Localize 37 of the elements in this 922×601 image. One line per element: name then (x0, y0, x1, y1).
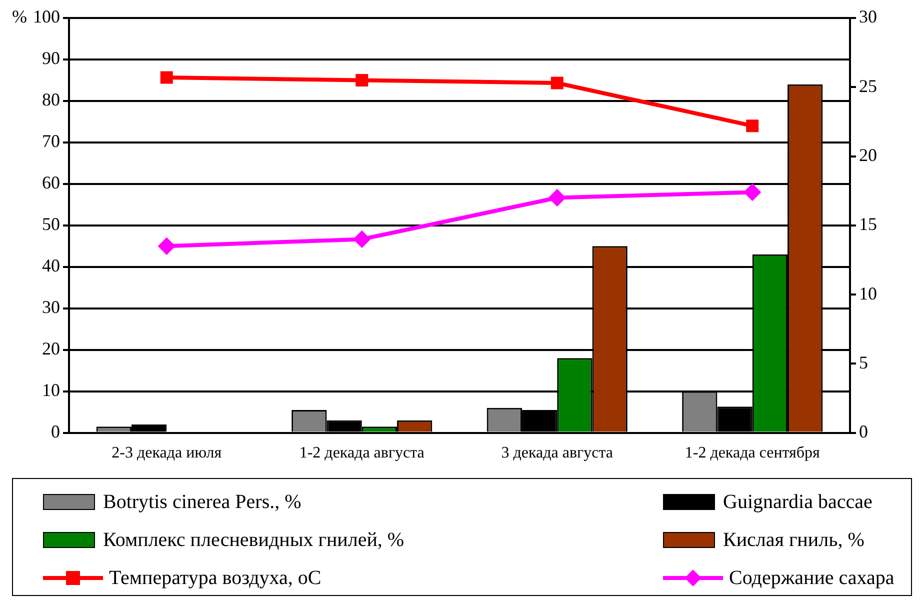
legend-label: Содержание сахара (729, 566, 894, 590)
y2-tick-label: 10 (859, 283, 877, 304)
y2-tick-label: 0 (859, 422, 868, 442)
y2-tick-label: 20 (859, 145, 877, 165)
legend-label: Guignardia baccae (723, 490, 872, 514)
x-tick-label: 1-2 декада августа (299, 444, 424, 462)
y-axis-title: % (12, 6, 27, 27)
y-tick-label: 100 (33, 6, 60, 27)
point (354, 231, 370, 248)
y-tick-label: 20 (42, 338, 60, 359)
y-tick-label: 60 (42, 172, 60, 193)
y2-tick-label: 5 (859, 352, 868, 372)
y-tick-label: 0 (51, 422, 60, 442)
y-tick-label: 50 (42, 214, 60, 234)
legend-label: Кислая гниль, % (723, 528, 864, 552)
point (550, 76, 564, 90)
legend-label: Комплекс плесневидных гнилей, % (103, 528, 404, 552)
point (746, 120, 759, 132)
legend-label: Botrytis cinerea Pers., % (103, 490, 302, 514)
y2-tick-label: 30 (859, 6, 877, 27)
point (158, 238, 175, 254)
x-tick-label: 2-3 декада июля (112, 444, 222, 462)
y2-tick-label: 15 (859, 214, 877, 234)
y-tick-label: 40 (42, 256, 60, 276)
y-tick-label: 10 (42, 380, 60, 400)
point (160, 71, 173, 84)
y2-tick-label: 25 (859, 76, 877, 96)
point (356, 74, 368, 86)
point (549, 190, 566, 206)
y-tick-label: 30 (42, 297, 60, 318)
point (744, 184, 760, 200)
x-tick-label: 1-2 декада сентября (684, 444, 821, 462)
legend-label: Температура воздуха, оС (109, 566, 322, 590)
x-tick-label: 3 декада августа (501, 444, 613, 462)
y-tick-label: 70 (42, 131, 60, 152)
y-tick-label: 90 (42, 48, 60, 68)
y-tick-label: 80 (42, 90, 60, 110)
